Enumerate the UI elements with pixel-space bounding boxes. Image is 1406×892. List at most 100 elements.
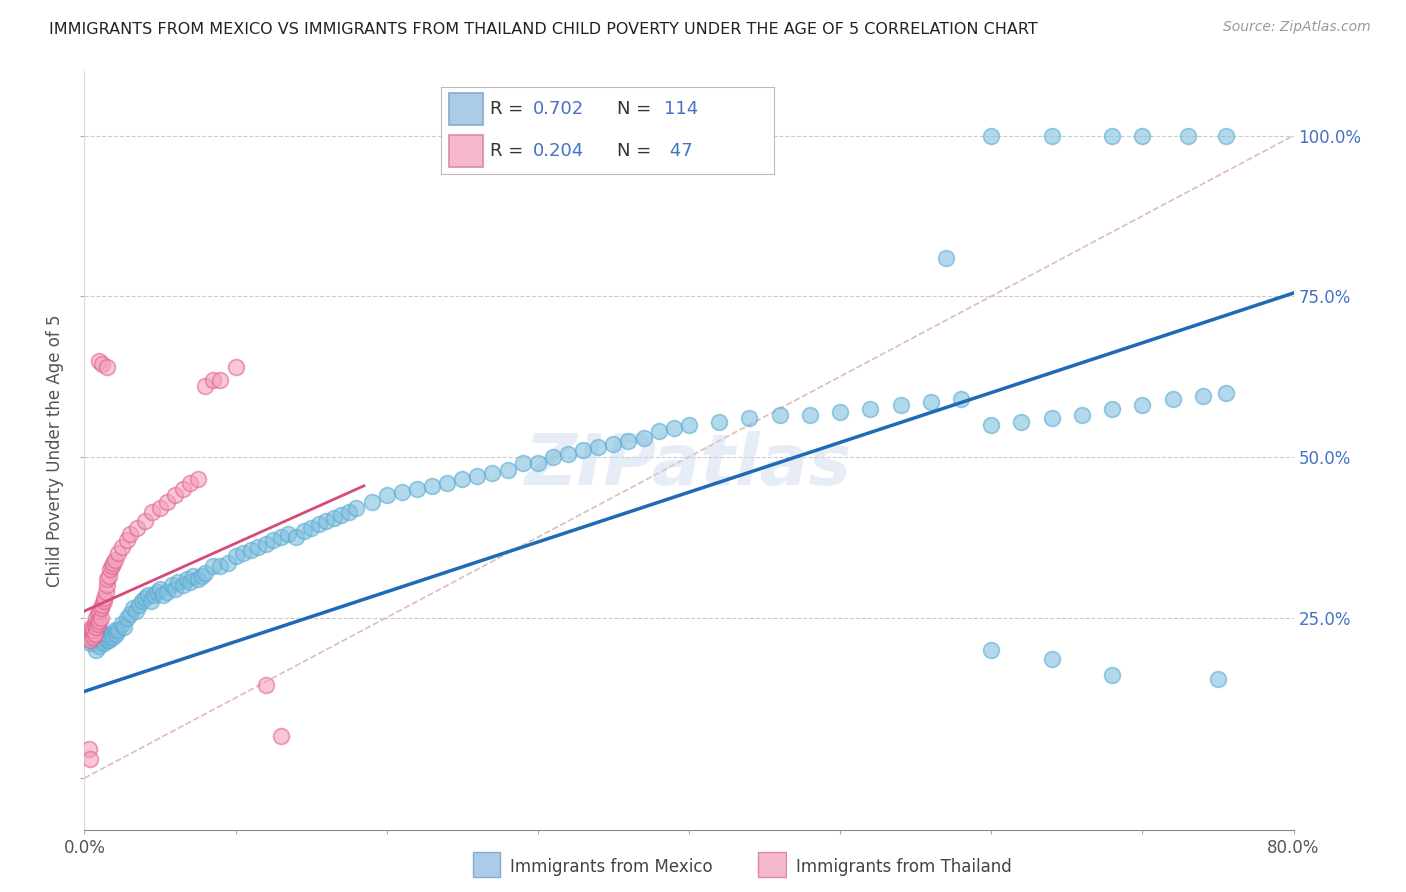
Point: [139, 594, 162, 608]
Point: [172, 482, 194, 496]
Point: [179, 575, 201, 590]
Point: [270, 730, 292, 744]
Point: [191, 568, 214, 582]
Point: [859, 401, 882, 416]
Point: [93, 636, 115, 650]
Point: [299, 520, 322, 534]
Point: [1101, 128, 1123, 143]
Point: [121, 600, 143, 615]
Point: [100, 626, 122, 640]
Point: [172, 578, 194, 592]
Point: [285, 530, 308, 544]
Point: [89, 353, 111, 368]
Point: [769, 408, 792, 422]
Point: [799, 408, 821, 422]
Point: [950, 392, 973, 406]
Point: [165, 488, 187, 502]
Point: [111, 540, 134, 554]
Point: [1192, 389, 1215, 403]
Point: [115, 610, 138, 624]
Point: [209, 373, 232, 387]
Point: [136, 588, 159, 602]
Point: [330, 508, 353, 522]
Point: [107, 624, 129, 638]
Point: [262, 533, 284, 548]
Point: [91, 626, 114, 640]
Point: [308, 517, 330, 532]
Point: [111, 616, 134, 631]
Point: [1215, 385, 1237, 400]
Point: [187, 572, 209, 586]
Point: [277, 527, 299, 541]
Text: Source: ZipAtlas.com: Source: ZipAtlas.com: [1223, 20, 1371, 34]
Point: [467, 469, 489, 483]
Point: [115, 533, 138, 548]
Point: [77, 742, 100, 756]
Point: [1071, 408, 1094, 422]
Point: [1040, 128, 1063, 143]
Point: [165, 582, 187, 596]
Point: [96, 572, 118, 586]
Point: [194, 379, 217, 393]
Point: [101, 630, 124, 644]
Point: [156, 495, 179, 509]
Point: [87, 636, 110, 650]
Point: [96, 359, 118, 374]
Point: [91, 357, 114, 371]
Point: [79, 636, 101, 650]
Point: [662, 421, 685, 435]
Point: [104, 624, 127, 638]
Point: [980, 417, 1002, 432]
Point: [572, 443, 595, 458]
Point: [176, 572, 198, 586]
Point: [142, 588, 165, 602]
Point: [602, 437, 624, 451]
Point: [156, 584, 179, 599]
Point: [112, 620, 135, 634]
Point: [105, 626, 128, 640]
Point: [97, 633, 120, 648]
Point: [89, 614, 111, 628]
Point: [86, 610, 108, 624]
Point: [93, 591, 115, 606]
Point: [557, 447, 579, 461]
Point: [141, 504, 163, 518]
Point: [920, 395, 942, 409]
Point: [86, 642, 108, 657]
Point: [118, 607, 141, 622]
Point: [337, 504, 360, 518]
Point: [360, 495, 382, 509]
Point: [146, 584, 169, 599]
Point: [87, 607, 110, 622]
Point: [1161, 392, 1184, 406]
Point: [1130, 128, 1153, 143]
Point: [980, 128, 1002, 143]
Point: [149, 501, 172, 516]
Point: [247, 540, 270, 554]
Point: [648, 424, 671, 438]
Point: [86, 630, 108, 644]
Point: [91, 633, 114, 648]
Point: [94, 584, 117, 599]
Point: [830, 405, 852, 419]
Point: [315, 514, 337, 528]
Point: [1206, 672, 1229, 686]
Point: [89, 640, 111, 654]
Point: [134, 514, 156, 528]
Point: [89, 604, 111, 618]
FancyBboxPatch shape: [758, 852, 786, 877]
Point: [77, 630, 100, 644]
Point: [254, 536, 277, 550]
Point: [181, 568, 204, 582]
Point: [93, 594, 115, 608]
Point: [451, 472, 474, 486]
Point: [97, 568, 120, 582]
Y-axis label: Child Poverty Under the Age of 5: Child Poverty Under the Age of 5: [46, 314, 65, 587]
Point: [134, 591, 156, 606]
Point: [1040, 652, 1063, 666]
Point: [935, 251, 957, 265]
Point: [980, 642, 1002, 657]
Point: [80, 620, 103, 634]
Text: IMMIGRANTS FROM MEXICO VS IMMIGRANTS FROM THAILAND CHILD POVERTY UNDER THE AGE O: IMMIGRANTS FROM MEXICO VS IMMIGRANTS FRO…: [49, 22, 1038, 37]
Point: [270, 530, 292, 544]
